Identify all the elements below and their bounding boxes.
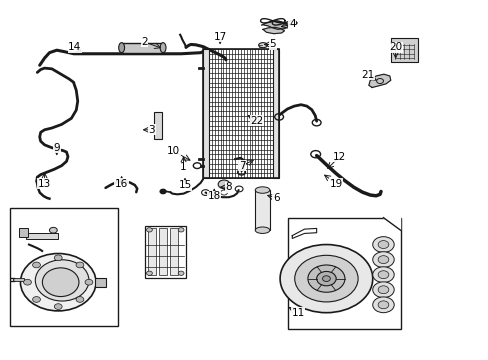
Circle shape <box>146 228 152 232</box>
Text: 16: 16 <box>115 179 128 189</box>
Text: 7: 7 <box>238 161 245 171</box>
Circle shape <box>372 267 393 283</box>
Text: 6: 6 <box>272 193 279 203</box>
Circle shape <box>160 189 165 194</box>
Circle shape <box>76 297 83 302</box>
Circle shape <box>372 252 393 267</box>
Circle shape <box>377 286 388 294</box>
Ellipse shape <box>255 227 269 233</box>
Text: 14: 14 <box>68 42 81 52</box>
Circle shape <box>280 244 372 313</box>
Polygon shape <box>263 27 284 34</box>
Text: 5: 5 <box>269 40 276 49</box>
Bar <box>10 208 118 326</box>
Circle shape <box>316 271 335 286</box>
Ellipse shape <box>42 268 79 297</box>
Circle shape <box>33 262 41 268</box>
Circle shape <box>307 265 344 292</box>
Circle shape <box>49 227 57 233</box>
Ellipse shape <box>119 42 124 53</box>
Text: 9: 9 <box>53 143 60 153</box>
Bar <box>26 233 58 239</box>
Circle shape <box>322 276 330 282</box>
Text: 18: 18 <box>207 191 221 201</box>
Text: 10: 10 <box>167 146 180 156</box>
Text: 13: 13 <box>38 179 51 189</box>
Circle shape <box>372 297 393 313</box>
Circle shape <box>372 237 393 252</box>
Circle shape <box>377 256 388 264</box>
Bar <box>95 278 105 287</box>
Bar <box>390 39 417 62</box>
Text: 19: 19 <box>329 179 342 189</box>
Ellipse shape <box>160 42 165 53</box>
Text: 4: 4 <box>288 19 295 29</box>
Circle shape <box>23 279 31 285</box>
Circle shape <box>178 271 183 275</box>
Text: 21: 21 <box>360 70 373 80</box>
Bar <box>203 49 278 178</box>
Bar <box>203 49 278 178</box>
Circle shape <box>220 190 227 195</box>
Ellipse shape <box>258 42 267 48</box>
Text: 20: 20 <box>388 42 402 52</box>
Bar <box>19 228 28 237</box>
Circle shape <box>178 228 183 232</box>
Text: 11: 11 <box>291 308 304 318</box>
Polygon shape <box>368 74 390 87</box>
Ellipse shape <box>20 253 96 311</box>
Text: 12: 12 <box>332 152 346 162</box>
Circle shape <box>54 304 62 310</box>
Circle shape <box>146 271 152 275</box>
Circle shape <box>294 255 357 302</box>
Bar <box>154 112 161 139</box>
Circle shape <box>372 282 393 298</box>
Circle shape <box>377 271 388 279</box>
Bar <box>148 228 156 275</box>
Bar <box>144 226 185 278</box>
Bar <box>255 190 269 230</box>
Polygon shape <box>383 218 400 230</box>
Text: 3: 3 <box>148 125 155 135</box>
Bar <box>122 42 163 53</box>
Circle shape <box>377 240 388 248</box>
Text: 8: 8 <box>225 182 232 192</box>
Bar <box>169 228 177 275</box>
Text: 22: 22 <box>250 116 263 126</box>
Circle shape <box>85 279 93 285</box>
Bar <box>13 278 23 281</box>
Text: 1: 1 <box>180 162 186 172</box>
Text: 2: 2 <box>141 37 147 47</box>
Circle shape <box>377 301 388 309</box>
Text: 17: 17 <box>213 32 226 41</box>
Bar <box>288 218 400 329</box>
Bar <box>159 228 166 275</box>
Circle shape <box>218 180 229 189</box>
Ellipse shape <box>255 187 269 193</box>
Ellipse shape <box>35 260 89 301</box>
Polygon shape <box>261 22 288 30</box>
Circle shape <box>76 262 83 268</box>
Circle shape <box>33 297 41 302</box>
Bar <box>272 49 278 178</box>
Bar <box>203 49 208 178</box>
Circle shape <box>54 255 62 261</box>
Text: 15: 15 <box>178 180 191 190</box>
